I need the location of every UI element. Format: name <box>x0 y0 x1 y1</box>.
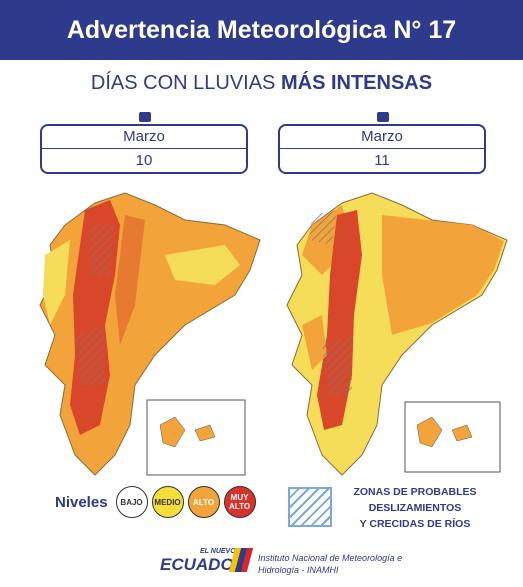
month: Marzo <box>42 126 246 149</box>
level: MEDIO <box>151 486 184 518</box>
logo-small: EL NUEVO <box>200 548 236 555</box>
calendar-icon <box>139 112 151 122</box>
subtitle: DÍAS CON LLUVIAS MÁS INTENSAS <box>0 72 523 95</box>
level-label: ALTO <box>193 497 215 507</box>
level: BAJO <box>115 486 148 518</box>
footer-line: Hidrología - INAMHI <box>258 565 339 575</box>
zones-icon <box>288 487 332 527</box>
zones-line: Y CRECIDAS DE RÍOS <box>359 518 471 530</box>
footer-text: Instituto Nacional de Meteorología e Hid… <box>258 552 402 576</box>
level: ALTO <box>187 486 220 518</box>
calendar-icon <box>377 112 389 122</box>
date-card: Marzo 10 <box>40 124 248 174</box>
subtitle-normal: DÍAS CON LLUVIAS <box>90 72 276 94</box>
level-label: MEDIO <box>154 497 181 507</box>
header-title: Advertencia Meteorológica N° 17 <box>0 0 523 60</box>
logo-big: ECUADOR <box>160 555 246 574</box>
zones-line: DESLIZAMIENTOS <box>368 502 462 514</box>
level: MUY ALTO <box>223 486 256 518</box>
legend-label: Niveles <box>55 493 108 511</box>
map-day-2 <box>286 192 508 476</box>
maps <box>39 192 508 476</box>
date-card: Marzo 11 <box>278 124 486 174</box>
legend: Niveles BAJO MEDIO ALTO MUY ALTO <box>55 486 256 518</box>
level-label: MUY ALTO <box>229 493 251 511</box>
footer-line: Instituto Nacional de Meteorología e <box>258 553 403 563</box>
zones-label: ZONAS DE PROBABLES DESLIZAMIENTOS Y CREC… <box>340 484 490 532</box>
month: Marzo <box>280 126 484 149</box>
subtitle-bold: MÁS INTENSAS <box>280 72 433 94</box>
day: 10 <box>135 152 153 169</box>
map-day-1 <box>39 192 261 476</box>
day: 11 <box>374 152 390 169</box>
logo: EL NUEVO ECUADOR <box>160 548 246 575</box>
zones-line: ZONAS DE PROBABLES <box>353 486 477 498</box>
level-label: BAJO <box>120 497 143 507</box>
